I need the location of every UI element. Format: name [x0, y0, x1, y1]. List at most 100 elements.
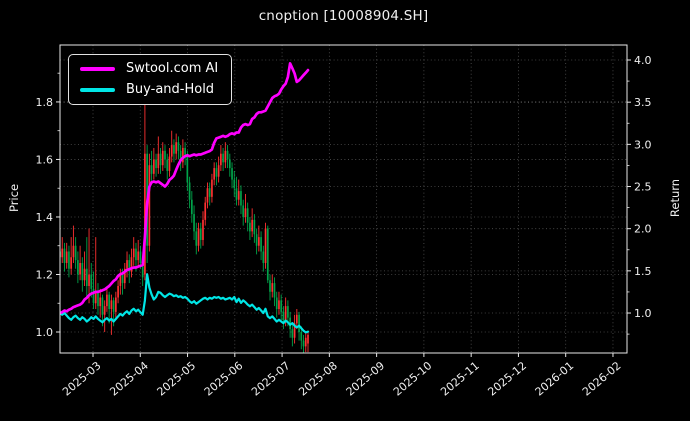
x-tick-label: 2025-11 [438, 359, 482, 399]
candle-body [235, 188, 238, 200]
candle-body [101, 297, 104, 315]
candle-body [244, 208, 247, 217]
legend-item-ai: Swtool.com AI [80, 62, 218, 76]
candle-body [298, 314, 300, 333]
price-axis-label: Price [7, 183, 21, 213]
candle-body [253, 219, 256, 235]
buy-and-hold-line [60, 273, 310, 334]
candle-body [282, 311, 285, 321]
candle-body [68, 251, 70, 269]
candle-body [291, 329, 294, 338]
candle-body [287, 306, 289, 318]
candle-body [182, 147, 184, 163]
return-tick-label: 1.5 [634, 265, 652, 278]
candle-body [70, 257, 73, 269]
return-tick-label: 3.0 [634, 138, 652, 151]
candle-body [132, 248, 135, 258]
candle-body [119, 274, 122, 286]
candle-body [224, 150, 227, 163]
x-tick-label: 2026-02 [580, 359, 624, 399]
candle-body [193, 214, 195, 232]
candle-body [135, 248, 137, 261]
candle-body [112, 300, 115, 312]
candle-body [177, 142, 180, 151]
candle-body [226, 150, 229, 160]
price-tick-label: 1.4 [36, 211, 54, 224]
candle-body [307, 334, 309, 344]
chart-data-layer [60, 62, 310, 353]
candle-body [240, 191, 242, 206]
candle-body [83, 268, 86, 281]
bh-line-swatch [80, 88, 115, 92]
candle-body [126, 260, 128, 269]
candle-body [81, 262, 84, 281]
candle-body [152, 159, 155, 174]
candle-body [155, 159, 157, 169]
price-tick-label: 1.0 [36, 326, 54, 339]
candle-body [137, 251, 140, 261]
candle-body [213, 168, 216, 180]
candle-body [79, 262, 81, 275]
x-tick-label: 2025-04 [107, 359, 151, 399]
return-tick-label: 1.0 [634, 307, 652, 320]
grid-lines [60, 45, 627, 353]
return-tick-label: 2.0 [634, 223, 652, 236]
candle-body [99, 297, 102, 307]
candle-body [273, 283, 276, 298]
candle-body [130, 257, 133, 272]
legend-item-bh: Buy-and-Hold [80, 83, 218, 97]
x-tick-label: 2026-01 [533, 359, 577, 399]
candle-body [63, 248, 66, 263]
candle-body [266, 228, 269, 281]
candle-body [85, 268, 88, 286]
candle-body [144, 153, 146, 275]
candle-body [295, 314, 298, 324]
candle-body [190, 199, 193, 215]
candle-body [255, 234, 258, 246]
candle-body [74, 245, 77, 261]
candle-body [217, 165, 220, 177]
candle-body [121, 274, 124, 284]
candle-body [278, 300, 280, 309]
candle-body [197, 228, 200, 246]
candle-body [72, 245, 75, 258]
candle-body [199, 228, 202, 240]
candle-body [208, 188, 211, 197]
candle-body [186, 156, 189, 183]
candle-body [110, 300, 113, 309]
candle-body [257, 237, 260, 246]
candle-body [170, 145, 173, 157]
candle-body [202, 219, 204, 240]
candle-body [166, 159, 169, 171]
price-tick-label: 1.2 [36, 268, 54, 281]
return-tick-label: 4.0 [634, 54, 652, 67]
plot-border [59, 44, 628, 354]
candle-body [188, 182, 191, 200]
candle-body [88, 274, 90, 286]
candle-body [220, 153, 222, 166]
return-tick-label: 2.5 [634, 181, 652, 194]
candle-body [61, 248, 64, 258]
candle-body [117, 285, 119, 298]
candle-body [184, 147, 186, 157]
return-tick-label: 3.5 [634, 96, 652, 109]
candle-body [90, 274, 93, 289]
candle-body [302, 340, 305, 347]
candle-body [139, 251, 142, 263]
candle-body [260, 237, 262, 252]
candle-body [264, 228, 267, 263]
candle-body [97, 291, 99, 307]
candle-body [215, 168, 218, 177]
candle-body [65, 251, 68, 263]
candle-body [228, 159, 231, 169]
candle-body [284, 306, 287, 321]
candle-body [206, 188, 209, 203]
candle-body [262, 251, 265, 263]
candle-body [231, 168, 233, 180]
candle-body [77, 260, 79, 275]
candle-body [246, 208, 249, 223]
x-tick-label: 2025-05 [155, 359, 199, 399]
candle-body [269, 280, 271, 292]
